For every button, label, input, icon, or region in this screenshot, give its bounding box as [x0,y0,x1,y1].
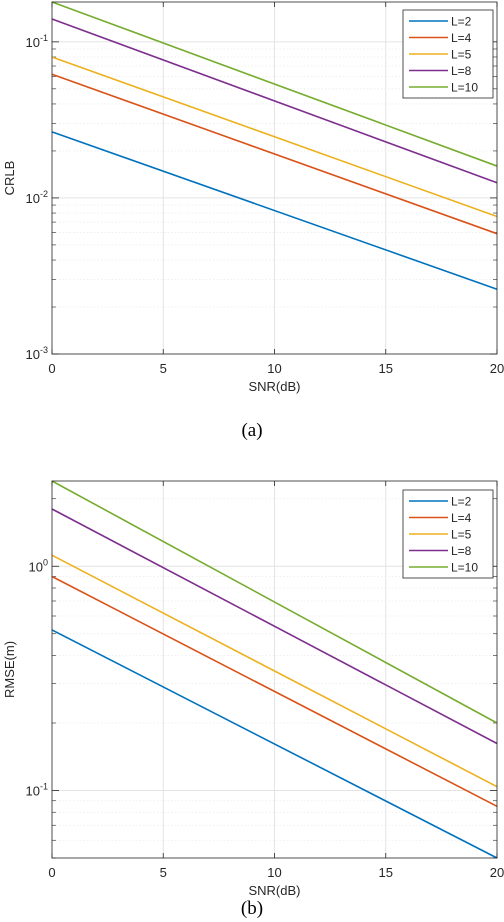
x-axis-label: SNR(dB) [248,379,300,394]
series-line-L-8 [51,18,498,184]
series-line-L-5 [51,56,498,218]
chart-a: 0 5 10 15 20 10-1 10-2 10-3 SNR(dB) CRLB L=2 L=4 L=5… [2,1,504,394]
series-line-L-5 [51,554,498,788]
series-line-L-10 [51,1,498,167]
legend-label: L=10 [451,81,478,95]
y-tick-label: 10-1 [26,33,48,50]
series-line-L-2 [51,131,498,290]
y-axis-label: RMSE(m) [2,641,17,698]
x-tick-label: 5 [160,361,167,376]
y-axis-label: CRLB [2,161,17,196]
x-tick-label: 0 [48,361,55,376]
legend-label: L=4 [451,31,472,45]
legend-label: L=5 [451,48,472,62]
legend-label: L=5 [451,528,472,542]
y-tick-label: 100 [29,557,48,574]
series-line-L-4 [51,73,498,235]
y-tick-label: 10-3 [26,345,48,362]
legend-label: L=2 [451,495,472,509]
legend: L=2 L=4 L=5 L=8 L=10 [402,9,494,99]
x-tick-label: 5 [160,865,167,880]
legend-label: L=8 [451,544,472,558]
y-tick-label: 10-2 [26,189,48,206]
x-tick-label: 10 [267,865,281,880]
series-line-L-8 [51,508,498,745]
x-tick-label: 20 [490,361,504,376]
series-line-L-4 [51,575,498,808]
x-tick-label: 10 [267,361,281,376]
x-axis-label: SNR(dB) [248,883,300,898]
legend-label: L=4 [451,511,472,525]
legend-label: L=8 [451,64,472,78]
caption-b: (b) [240,898,264,919]
x-tick-label: 15 [379,361,393,376]
caption-a: (a) [241,420,263,441]
legend: L=2 L=4 L=5 L=8 L=10 [402,489,494,579]
x-tick-label: 15 [379,865,393,880]
chart-b: 0 5 10 15 2010010-1SNR(dB)RMSE(m)L=2L=4L=5L=… [2,480,504,898]
legend-label: L=2 [451,15,472,29]
legend-label: L=10 [451,561,478,575]
series-line-L-10 [51,480,498,724]
series-line-L-2 [51,629,498,859]
y-tick-label: 10-1 [26,781,48,798]
x-tick-label: 20 [490,865,504,880]
x-tick-label: 0 [48,865,55,880]
